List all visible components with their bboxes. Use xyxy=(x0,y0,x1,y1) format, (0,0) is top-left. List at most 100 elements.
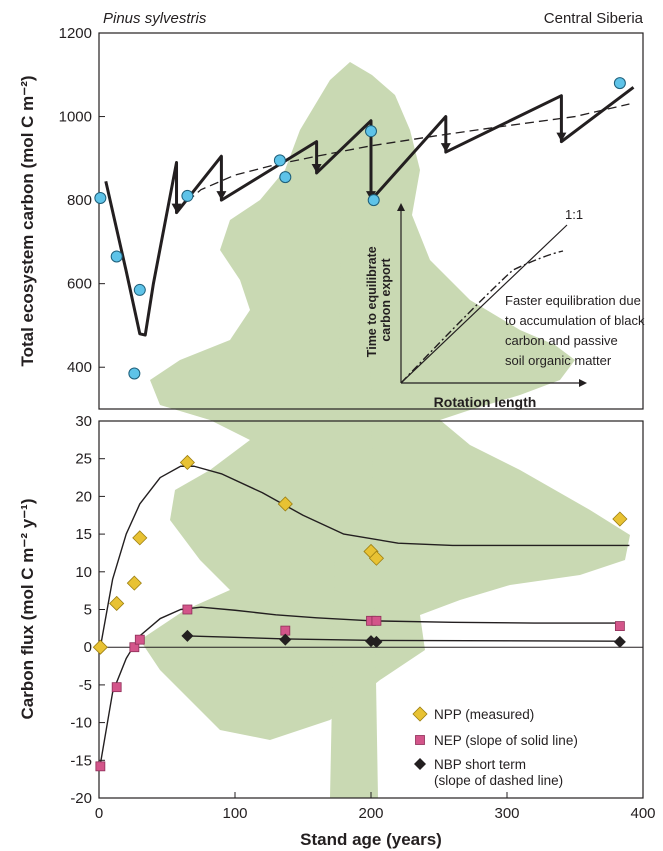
measured-carbon-point xyxy=(128,367,141,380)
top-panel-frame xyxy=(98,32,644,410)
nep-point xyxy=(95,761,106,772)
fit-curve-1 xyxy=(99,606,620,765)
harvest-drop-arrowhead xyxy=(216,191,227,201)
measured-carbon-point xyxy=(613,77,626,90)
legend: NPP (measured) NEP (slope of solid line) N… xyxy=(412,706,578,788)
npp-point xyxy=(92,639,108,655)
nep-point xyxy=(129,642,140,653)
x-tick-label: 300 xyxy=(494,805,519,822)
legend-label-line: NPP (measured) xyxy=(434,707,534,722)
top-y-tick-label: 400 xyxy=(67,359,92,376)
harvest-drop-arrowhead xyxy=(556,132,567,142)
bottom-y-axis-ticks: -20 -15 -10 -5 0 5 10 15 20 25 30 xyxy=(70,413,105,807)
fit-curve-2 xyxy=(187,635,620,642)
pine-tree-silhouette-icon xyxy=(140,62,630,798)
nep-point xyxy=(182,604,193,615)
legend-label-npp: NPP (measured) xyxy=(434,707,534,722)
bottom-plot-area xyxy=(92,454,630,772)
npp-point xyxy=(368,550,385,566)
nbp-point xyxy=(181,629,194,642)
tree-trunk xyxy=(330,150,378,798)
npp-point xyxy=(132,530,148,546)
measured-carbon-point xyxy=(279,171,292,184)
bottom-y-tick-label: 10 xyxy=(75,564,92,581)
npp-point xyxy=(612,511,628,527)
inset-annotation: Faster equilibration due to accumulation … xyxy=(505,293,645,368)
top-plot-area xyxy=(94,77,635,380)
measured-carbon-point xyxy=(365,125,377,138)
inset-x-label: Rotation length xyxy=(434,394,537,410)
fit-curve-0 xyxy=(99,465,630,648)
solid-carbon-line xyxy=(104,86,635,337)
legend-marker-npp xyxy=(412,706,428,722)
legend-label-line: (slope of dashed line) xyxy=(434,773,563,788)
nbp-point xyxy=(279,633,292,646)
inset-x-arrowhead xyxy=(579,379,587,387)
x-tick-label: 400 xyxy=(630,805,655,822)
top-y-axis-ticks: 400 600 800 1000 1200 xyxy=(59,25,105,376)
inset-annotation-line: carbon and passive xyxy=(505,333,618,348)
tree-crown xyxy=(140,62,630,740)
bottom-y-tick-label: -5 xyxy=(79,677,92,694)
dashed-trend-line xyxy=(176,103,630,212)
nbp-point xyxy=(613,635,626,648)
harvest-drop-arrowhead xyxy=(171,203,182,213)
legend-label-line: NEP (slope of solid line) xyxy=(434,733,578,748)
harvest-drop-arrowhead xyxy=(311,163,322,173)
x-tick-label: 200 xyxy=(358,805,383,822)
x-axis-title: Stand age (years) xyxy=(300,830,442,849)
species-title: Pinus sylvestris xyxy=(103,10,207,27)
top-y-tick-label: 1000 xyxy=(59,109,92,126)
inset-annotation-line: soil organic matter xyxy=(505,353,612,368)
bottom-y-tick-label: -20 xyxy=(70,790,92,807)
top-y-tick-label: 600 xyxy=(67,276,92,293)
bottom-y-tick-label: 20 xyxy=(75,488,92,505)
bottom-y-tick-label: 5 xyxy=(84,602,92,619)
bottom-y-tick-label: -10 xyxy=(70,715,92,732)
nep-point xyxy=(111,682,122,693)
bottom-y-tick-label: -15 xyxy=(70,752,92,769)
measured-carbon-point xyxy=(181,189,194,202)
top-y-tick-label: 800 xyxy=(67,192,92,209)
measured-carbon-point xyxy=(94,192,107,205)
bottom-y-axis-title: Carbon flux (mol C m⁻² y⁻¹) xyxy=(18,499,37,720)
npp-point xyxy=(109,595,125,612)
inset-line-label: 1:1 xyxy=(565,207,583,222)
inset-annotation-line: to accumulation of black xyxy=(505,313,645,328)
measured-carbon-point xyxy=(133,283,146,296)
legend-label-nbp: NBP short term (slope of dashed line) xyxy=(434,757,563,788)
x-tick-label: 100 xyxy=(222,805,247,822)
measured-carbon-point xyxy=(110,250,123,263)
harvest-drop-arrowhead xyxy=(440,143,451,153)
legend-marker-nep xyxy=(415,735,425,745)
inset-annotation-line: Faster equilibration due xyxy=(505,293,641,308)
nbp-point xyxy=(370,635,383,648)
inset-curve xyxy=(400,250,564,384)
bottom-y-tick-label: 15 xyxy=(75,526,92,543)
top-y-tick-label: 1200 xyxy=(59,25,92,42)
top-y-axis-title: Total ecosystem carbon (mol C m⁻²) xyxy=(18,75,37,366)
bottom-y-tick-label: 30 xyxy=(75,413,92,430)
inset-y-label-line1: Time to equilibrate xyxy=(365,246,379,357)
bottom-y-tick-label: 25 xyxy=(75,451,92,468)
location-subtitle: Central Siberia xyxy=(544,10,644,27)
bottom-y-tick-label: 0 xyxy=(84,639,92,656)
measured-carbon-point xyxy=(367,194,380,207)
legend-label-nep: NEP (slope of solid line) xyxy=(434,733,578,748)
inset-y-arrowhead xyxy=(397,203,405,211)
npp-point xyxy=(126,575,142,591)
nep-point xyxy=(134,634,145,645)
legend-marker-nbp xyxy=(414,758,426,770)
x-tick-label: 0 xyxy=(95,805,103,822)
nep-point xyxy=(371,615,382,626)
legend-label-line: NBP short term xyxy=(434,757,526,772)
inset-one-to-one-line xyxy=(400,224,568,384)
inset-y-label: Time to equilibrate carbon export xyxy=(365,243,393,357)
rotation-inset: 1:1 Rotation length Time to equilibrate … xyxy=(365,203,645,410)
npp-point xyxy=(277,496,293,512)
inset-y-label-line2: carbon export xyxy=(379,257,393,341)
npp-point xyxy=(179,454,195,471)
x-axis-ticks: 0 100 200 300 400 xyxy=(95,792,656,822)
measured-carbon-point xyxy=(273,154,286,167)
